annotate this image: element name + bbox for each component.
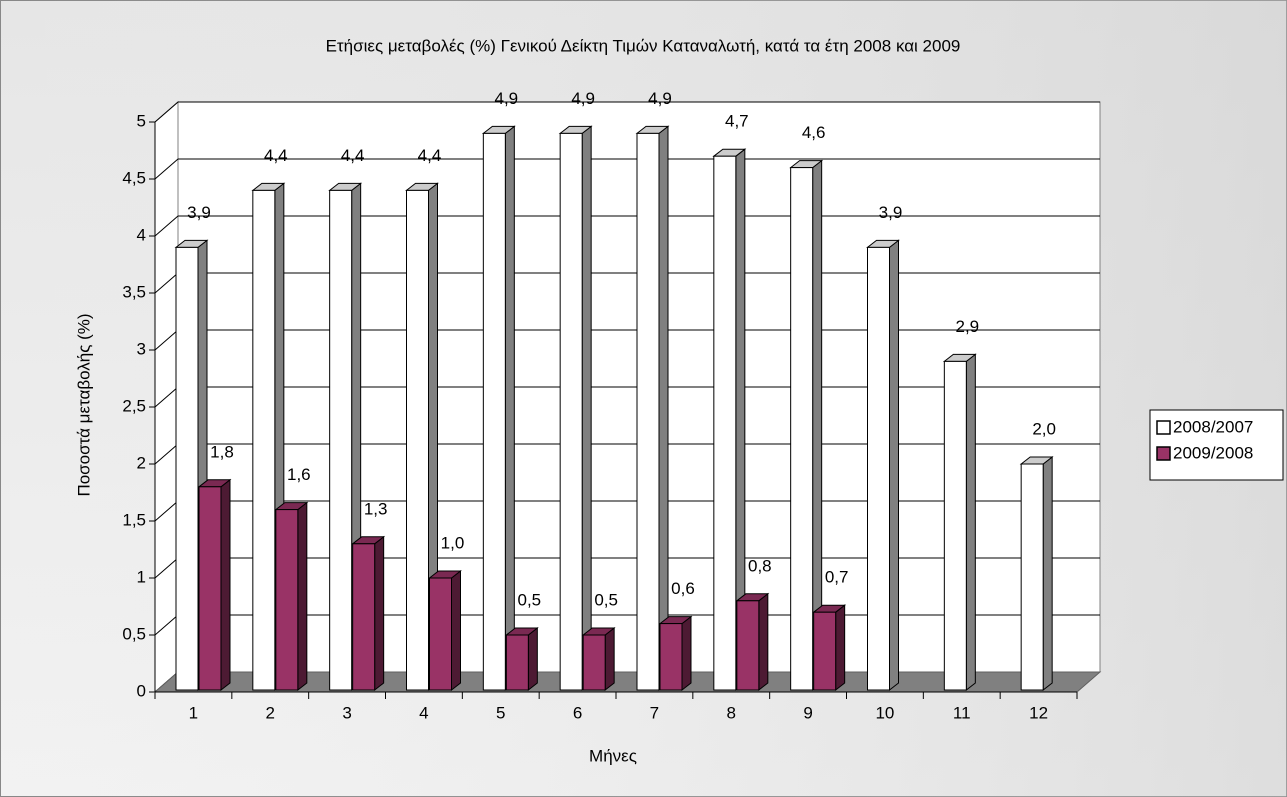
y-tick-label: 3,5: [122, 282, 146, 301]
legend-label: 2008/2007: [1173, 417, 1253, 436]
y-tick-label: 0,5: [122, 624, 146, 643]
y-tick-label: 4,5: [122, 168, 146, 187]
bar: [790, 167, 814, 691]
x-tick-label: 12: [1029, 703, 1048, 722]
y-tick-label: 2: [137, 453, 146, 472]
data-label: 4,6: [802, 123, 826, 142]
data-label: 1,6: [287, 465, 311, 484]
data-label: 4,4: [264, 146, 288, 165]
bar-side: [681, 615, 692, 692]
data-label: 1,0: [441, 533, 465, 552]
bar: [198, 486, 222, 691]
data-label: 0,7: [825, 568, 849, 587]
bar-side: [604, 626, 615, 692]
y-axis-label: Ποσοστά μεταβολής (%): [74, 313, 93, 496]
data-label: 2,9: [956, 317, 980, 336]
x-tick-label: 7: [650, 703, 659, 722]
y-tick-label: 4: [137, 225, 146, 244]
x-tick-label: 5: [496, 703, 505, 722]
data-label: 4,4: [418, 146, 442, 165]
bar-side: [504, 125, 515, 692]
bar: [352, 543, 376, 691]
bar: [659, 623, 683, 691]
chart-title: Ετήσιες μεταβολές (%) Γενικού Δείκτη Τιμ…: [326, 36, 961, 55]
y-tick-label: 2,5: [122, 396, 146, 415]
legend-label: 2009/2008: [1173, 443, 1253, 462]
x-tick-label: 10: [875, 703, 894, 722]
x-tick-label: 4: [419, 703, 428, 722]
bar: [505, 634, 529, 691]
bar: [252, 189, 276, 691]
y-tick-label: 1,5: [122, 510, 146, 529]
bar: [329, 189, 353, 691]
bar-side: [758, 592, 769, 692]
bar-side: [451, 569, 461, 692]
legend: [1149, 409, 1284, 481]
data-label: 0,6: [671, 579, 695, 598]
bar: [582, 634, 606, 691]
bar: [275, 509, 299, 691]
grid-line: [154, 101, 1100, 123]
y-tick-label: 3: [137, 339, 146, 358]
data-label: 3,9: [187, 203, 211, 222]
bar-side: [1042, 455, 1053, 692]
legend-swatch: [1156, 446, 1171, 461]
data-label: 1,3: [364, 499, 388, 518]
y-tick-label: 0: [137, 681, 146, 700]
data-label: 2,0: [1032, 419, 1056, 438]
x-tick-label: 3: [342, 703, 351, 722]
bar: [736, 600, 760, 691]
bar: [636, 132, 660, 691]
data-label: 4,9: [648, 89, 672, 108]
data-label: 4,9: [571, 89, 595, 108]
x-tick-label: 6: [573, 703, 582, 722]
bar: [406, 189, 429, 691]
bar-side: [297, 501, 308, 692]
bar: [482, 132, 506, 691]
bar-side: [581, 125, 592, 692]
bar-side: [658, 125, 669, 692]
bar-side: [965, 353, 976, 692]
bar: [867, 246, 890, 691]
x-tick-label: 8: [727, 703, 736, 722]
grid-line: [154, 158, 1100, 180]
bar: [713, 155, 737, 691]
data-label: 4,9: [495, 89, 519, 108]
y-tick-label: 5: [137, 111, 146, 130]
x-tick-label: 9: [803, 703, 812, 722]
data-label: 0,5: [594, 590, 618, 609]
bar-side: [835, 604, 846, 692]
bar: [943, 360, 967, 691]
x-tick-label: 11: [953, 703, 971, 722]
legend-swatch: [1156, 420, 1171, 435]
bar-side: [374, 535, 385, 692]
y-tick-label: 1: [137, 567, 146, 586]
data-label: 0,5: [518, 590, 542, 609]
bar: [175, 246, 199, 691]
data-label: 4,4: [341, 146, 365, 165]
data-label: 0,8: [748, 556, 772, 575]
data-label: 3,9: [879, 203, 903, 222]
x-tick-label: 2: [266, 703, 275, 722]
bar-side: [889, 239, 899, 692]
data-label: 4,7: [725, 112, 749, 131]
x-tick-label: 1: [189, 703, 198, 722]
x-axis-label: Μήνες: [589, 746, 637, 765]
bar: [813, 611, 837, 691]
bar: [429, 577, 452, 691]
bar-side: [220, 478, 231, 692]
bar: [1020, 463, 1044, 691]
data-label: 1,8: [210, 442, 234, 461]
bar-side: [527, 626, 538, 692]
bar: [559, 132, 583, 691]
